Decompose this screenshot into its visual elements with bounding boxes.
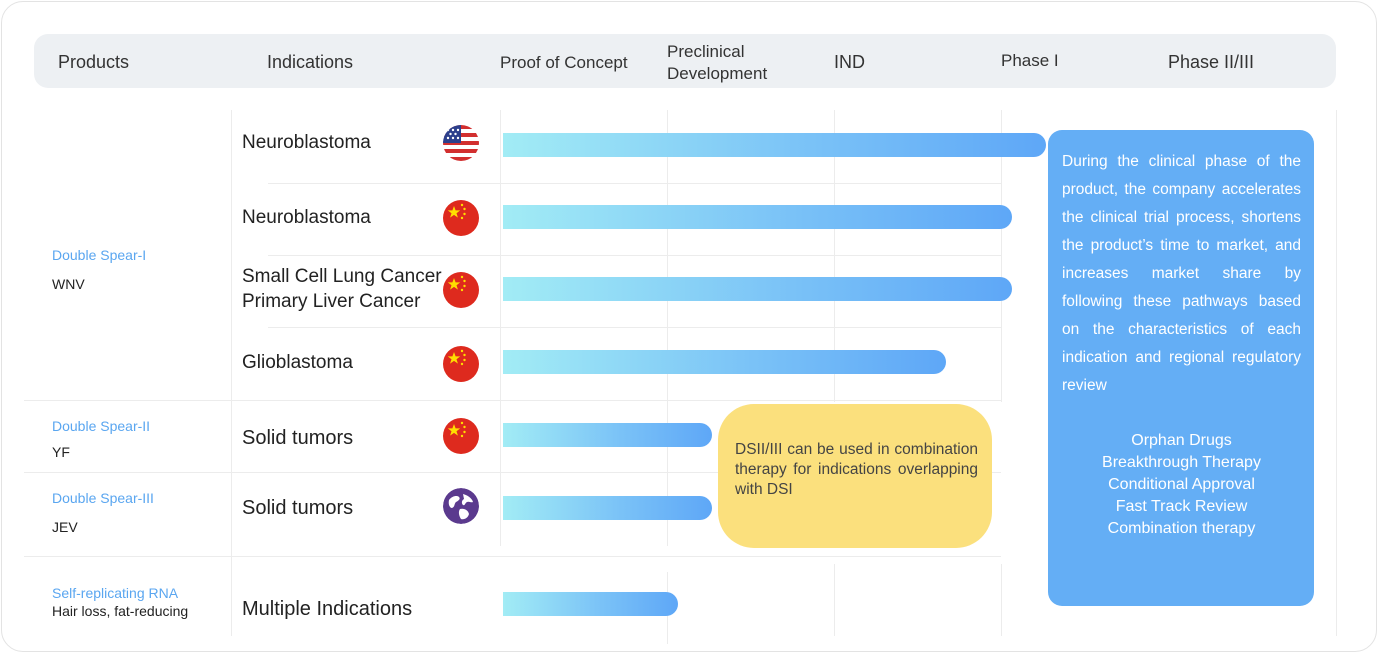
grid-line (268, 327, 1001, 328)
progress-bar (503, 592, 678, 616)
indication-label: Solid tumors (242, 497, 354, 519)
grid-line (1001, 110, 1002, 402)
indication-label: Small Cell Lung Cancer Primary Liver Canc… (242, 266, 442, 312)
indication-label: Solid tumors (242, 427, 354, 449)
product-code: JEV (52, 519, 78, 535)
progress-bar (503, 496, 712, 520)
grid-line (24, 556, 1001, 557)
china-flag-icon (443, 200, 479, 236)
progress-bar (503, 205, 1012, 229)
china-flag-icon (443, 418, 479, 454)
callout-text: DSII/III can be used in combination ther… (735, 441, 978, 498)
clinical-description: During the clinical phase of the product… (1062, 153, 1301, 394)
indication-label: Neuroblastoma (242, 207, 371, 228)
pathway-item: Fast Track Review (1115, 498, 1248, 515)
product-name: Double Spear-II (52, 418, 151, 434)
product-name: Self-replicating RNA (52, 585, 179, 601)
product-code: Hair loss, fat-reducing (52, 603, 189, 619)
product-name: Double Spear-III (52, 490, 154, 506)
product-code: YF (52, 444, 70, 460)
grid-line (500, 110, 501, 546)
grid-line (24, 400, 1001, 401)
header-stage-preclinical: Preclinical Development (667, 42, 768, 83)
product-name: Double Spear-I (52, 247, 147, 263)
grid-line (667, 110, 668, 546)
pathway-item: Orphan Drugs (1131, 432, 1232, 449)
usa-flag-icon (443, 125, 479, 161)
header-stage-poc: Proof of Concept (500, 53, 628, 72)
progress-bar (503, 277, 1012, 301)
header-stage-phase1: Phase I (1001, 51, 1059, 70)
grid-line (231, 110, 232, 636)
progress-bar (503, 423, 712, 447)
grid-line (268, 183, 1001, 184)
china-flag-icon (443, 346, 479, 382)
grid-line (24, 472, 1001, 473)
header-stage-phase23: Phase II/III (1168, 52, 1255, 72)
grid-line (1336, 110, 1337, 636)
product-code: WNV (52, 276, 85, 292)
pathway-item: Combination therapy (1107, 520, 1256, 537)
indication-label: Neuroblastoma (242, 132, 371, 153)
indication-label: Multiple Indications (242, 598, 413, 620)
header-indications: Indications (267, 52, 354, 72)
progress-bar (503, 350, 946, 374)
china-flag-icon (443, 272, 479, 308)
grid-line (1001, 564, 1002, 636)
progress-bar (503, 133, 1046, 157)
grid-line (834, 564, 835, 636)
indication-label: Glioblastoma (242, 352, 353, 373)
globe-icon (443, 488, 479, 524)
pathway-item: Breakthrough Therapy (1102, 454, 1261, 471)
grid-line (268, 255, 1001, 256)
grid-line (834, 110, 835, 402)
combination-callout: DSII/III can be used in combination ther… (718, 404, 992, 548)
table-header: Products Indications Proof of Concept Pr… (34, 34, 1336, 88)
clinical-phase-box: During the clinical phase of the product… (1048, 130, 1314, 606)
pathway-item: Conditional Approval (1108, 476, 1255, 493)
header-products: Products (58, 52, 130, 72)
pathway-list: Orphan Drugs Breakthrough Therapy Condit… (1062, 430, 1301, 540)
header-stage-ind: IND (834, 52, 865, 72)
